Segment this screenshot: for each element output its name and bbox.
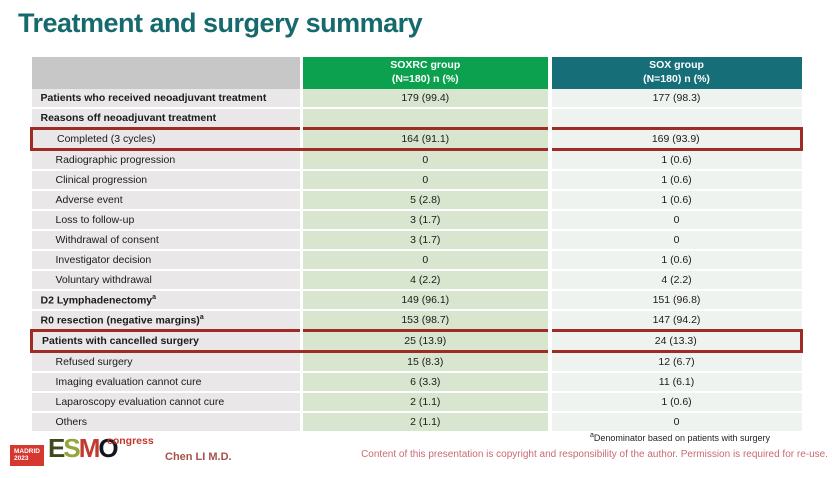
cell-sox-value: 1 (0.6) (547, 250, 802, 271)
logo-location: MADRID (14, 448, 40, 455)
row-label: Adverse event (31, 190, 302, 211)
table-row: Refused surgery 15 (8.3) 12 (6.7) (31, 351, 802, 373)
table-row: Patients who received neoadjuvant treatm… (31, 89, 802, 109)
table-row: Clinical progression 0 1 (0.6) (31, 170, 802, 191)
row-label: Withdrawal of consent (31, 230, 302, 251)
row-label: Voluntary withdrawal (31, 270, 302, 291)
cell-soxrc-value: 164 (91.1) (300, 127, 550, 151)
row-label: Refused surgery (31, 351, 302, 373)
row-label: Loss to follow-up (31, 210, 302, 231)
row-label: Clinical progression (31, 170, 302, 191)
copyright-notice: Content of this presentation is copyrigh… (361, 449, 828, 460)
row-label: D2 Lymphadenectomya (31, 290, 302, 311)
esmo-congress-logo: MADRID 2023 ESMO congress (10, 433, 170, 474)
table-row: Adverse event 5 (2.8) 1 (0.6) (31, 190, 802, 211)
esmo-logo-text: ESMO (48, 433, 119, 464)
cell-sox-value: 24 (13.3) (547, 329, 803, 353)
table-row: Voluntary withdrawal 4 (2.2) 4 (2.2) (31, 270, 802, 291)
row-label: Imaging evaluation cannot cure (31, 372, 302, 393)
row-label: Reasons off neoadjuvant treatment (31, 108, 302, 130)
cell-soxrc-value: 2 (1.1) (300, 392, 550, 413)
cell-soxrc-value: 0 (300, 149, 550, 171)
esmo-letter-s: S (63, 433, 80, 463)
table-row: Completed (3 cycles) 164 (91.1) 169 (93.9) (30, 127, 803, 151)
footnote-text: Denominator based on patients with surge… (593, 433, 770, 443)
table-row: Radiographic progression 0 1 (0.6) (31, 149, 802, 171)
logo-year: 2023 (14, 455, 29, 463)
cell-soxrc-value: 179 (99.4) (300, 89, 550, 109)
row-label: Radiographic progression (31, 149, 302, 171)
cell-soxrc-value: 5 (2.8) (300, 190, 550, 211)
esmo-letter-m: M (78, 433, 101, 463)
madrid-2023-badge: MADRID 2023 (10, 445, 44, 466)
table-row: Loss to follow-up 3 (1.7) 0 (31, 210, 802, 231)
header-sox-label: SOX group (649, 59, 704, 72)
cell-sox-value (547, 108, 802, 130)
table-row: R0 resection (negative margins)a 153 (98.… (31, 310, 802, 332)
table-row: D2 Lymphadenectomya 149 (96.1) 151 (96.8) (31, 290, 802, 311)
row-label: Completed (3 cycles) (30, 127, 302, 151)
cell-soxrc-value: 3 (1.7) (300, 230, 550, 251)
page-title: Treatment and surgery summary (18, 8, 423, 38)
cell-sox-value: 11 (6.1) (547, 372, 802, 393)
table-row: Others 2 (1.1) 0 (31, 412, 802, 433)
header-soxrc-group: SOXRC group (N=180) n (%) (300, 57, 550, 89)
row-label: Laparoscopy evaluation cannot cure (31, 392, 302, 413)
cell-soxrc-value: 4 (2.2) (300, 270, 550, 291)
cell-sox-value: 1 (0.6) (547, 149, 802, 171)
row-label: Investigator decision (31, 250, 302, 271)
table-row: Imaging evaluation cannot cure 6 (3.3) 11 … (31, 372, 802, 393)
row-label: Others (31, 412, 302, 433)
table-body: Patients who received neoadjuvant treatm… (30, 89, 803, 433)
row-label: Patients with cancelled surgery (30, 329, 302, 353)
cell-soxrc-value (300, 108, 550, 130)
cell-soxrc-value: 153 (98.7) (300, 310, 550, 332)
cell-soxrc-value: 149 (96.1) (300, 290, 550, 311)
esmo-letter-e: E (48, 433, 65, 463)
cell-sox-value: 1 (0.6) (547, 190, 802, 211)
header-sox-group: SOX group (N=180) n (%) (547, 57, 802, 89)
esmo-letter-o: O (98, 433, 118, 463)
cell-sox-value: 12 (6.7) (547, 351, 802, 373)
table-row: Patients with cancelled surgery 25 (13.9)… (30, 329, 803, 353)
cell-soxrc-value: 0 (300, 170, 550, 191)
table-footnote: aDenominator based on patients with surg… (590, 432, 770, 443)
cell-sox-value: 177 (98.3) (547, 89, 802, 109)
cell-sox-value: 0 (547, 210, 802, 231)
cell-sox-value: 1 (0.6) (547, 170, 802, 191)
cell-soxrc-value: 3 (1.7) (300, 210, 550, 231)
cell-sox-value: 147 (94.2) (547, 310, 802, 332)
congress-label: congress (107, 435, 154, 447)
cell-sox-value: 1 (0.6) (547, 392, 802, 413)
header-soxrc-sub: (N=180) n (%) (391, 73, 459, 85)
cell-soxrc-value: 6 (3.3) (300, 372, 550, 393)
cell-sox-value: 0 (547, 230, 802, 251)
cell-sox-value: 169 (93.9) (547, 127, 803, 151)
table-row: Reasons off neoadjuvant treatment (31, 108, 802, 130)
cell-sox-value: 0 (547, 412, 802, 433)
row-label: R0 resection (negative margins)a (31, 310, 302, 332)
footnote-superscript: a (589, 432, 594, 439)
cell-soxrc-value: 0 (300, 250, 550, 271)
presenter-name: Chen LI M.D. (165, 451, 232, 463)
table-row: Withdrawal of consent 3 (1.7) 0 (31, 230, 802, 251)
cell-sox-value: 151 (96.8) (547, 290, 802, 311)
header-sox-sub: (N=180) n (%) (643, 73, 710, 85)
header-empty (31, 57, 302, 89)
header-soxrc-label: SOXRC group (390, 59, 461, 72)
summary-table: SOXRC group (N=180) n (%) SOX group (N=1… (30, 57, 803, 433)
table-row: Laparoscopy evaluation cannot cure 2 (1.1… (31, 392, 802, 413)
row-label: Patients who received neoadjuvant treatm… (31, 89, 302, 109)
cell-soxrc-value: 2 (1.1) (300, 412, 550, 433)
table-row: Investigator decision 0 1 (0.6) (31, 250, 802, 271)
cell-soxrc-value: 15 (8.3) (300, 351, 550, 373)
cell-sox-value: 4 (2.2) (547, 270, 802, 291)
table-header-row: SOXRC group (N=180) n (%) SOX group (N=1… (31, 57, 802, 89)
cell-soxrc-value: 25 (13.9) (300, 329, 550, 353)
